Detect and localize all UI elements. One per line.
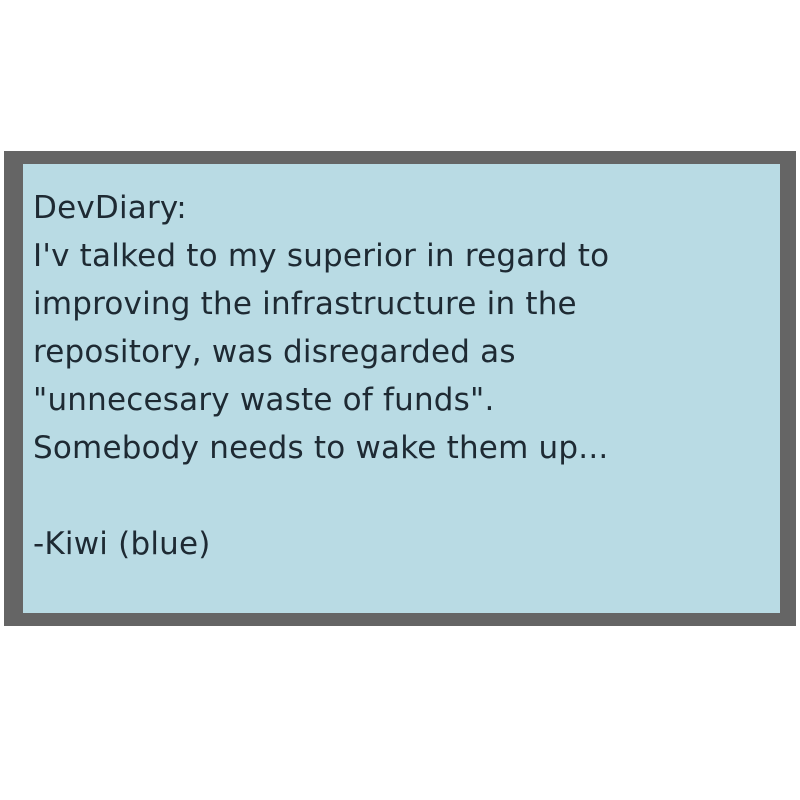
note-frame: DevDiary: I'v talked to my superior in r…: [4, 151, 796, 626]
note-line-4: "unnecesary waste of funds".: [33, 382, 495, 418]
note-signature: -Kiwi (blue): [33, 526, 211, 562]
note-panel: DevDiary: I'v talked to my superior in r…: [23, 164, 780, 613]
note-heading: DevDiary:: [33, 190, 187, 226]
blank-line: [33, 472, 768, 520]
note-line-5: Somebody needs to wake them up...: [33, 430, 609, 466]
note-line-1: I'v talked to my superior in regard to: [33, 238, 610, 274]
note-line-2: improving the infrastructure in the: [33, 286, 577, 322]
note-line-3: repository, was disregarded as: [33, 334, 516, 370]
